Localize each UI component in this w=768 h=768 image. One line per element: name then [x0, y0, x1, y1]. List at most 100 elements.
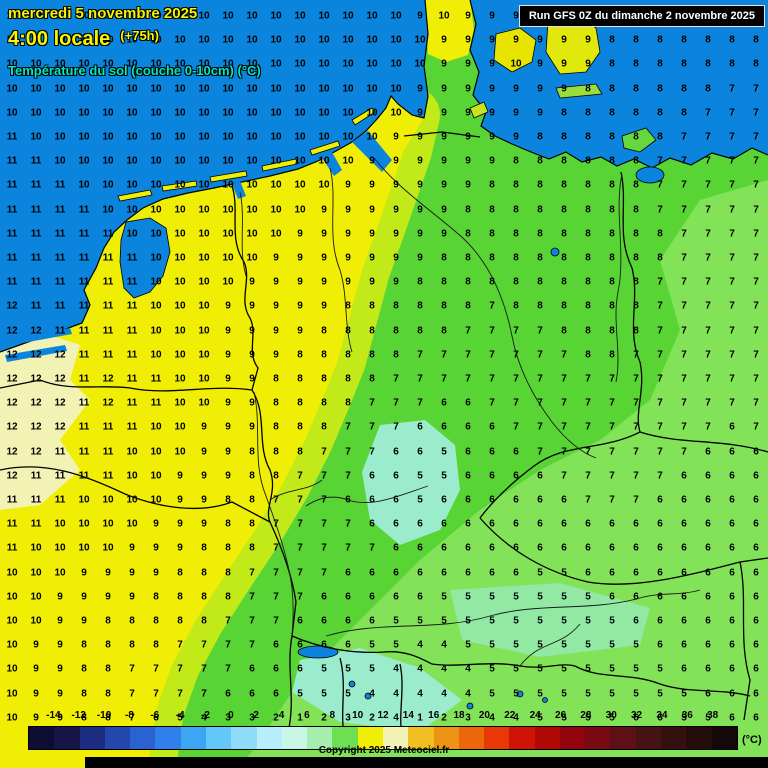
legend-cell [205, 727, 232, 749]
temp-value: 6 [441, 542, 447, 554]
temp-value: 8 [369, 373, 375, 385]
temp-value: 4 [201, 712, 207, 724]
temp-value: 5 [513, 663, 519, 675]
temp-value: 10 [6, 34, 18, 46]
legend-tick-label: -12 [71, 710, 86, 721]
temp-value: 9 [441, 34, 447, 46]
temp-value: 6 [513, 446, 519, 458]
temp-value: 8 [297, 373, 303, 385]
temp-value: 5 [465, 615, 471, 627]
temp-value: 4 [441, 688, 447, 700]
temp-value: 8 [585, 155, 591, 167]
temp-value: 9 [249, 276, 255, 288]
temp-value: 7 [585, 421, 591, 433]
temp-value: 7 [681, 446, 687, 458]
temp-value: 10 [174, 107, 186, 119]
temp-value: 11 [78, 300, 90, 312]
temp-value: 10 [78, 34, 90, 46]
temp-value: 10 [318, 131, 330, 143]
temp-value: 5 [705, 712, 711, 724]
temp-value: 10 [246, 179, 258, 191]
temp-value: 8 [657, 252, 663, 264]
legend-tick-label: 16 [428, 710, 440, 721]
temp-value: 7 [465, 349, 471, 361]
temp-value: 8 [81, 712, 87, 724]
temp-value: 9 [321, 204, 327, 216]
temp-value: 7 [609, 446, 615, 458]
legend-tick-label: 12 [377, 710, 389, 721]
temp-value: 11 [102, 325, 114, 337]
temp-value: 7 [345, 542, 351, 554]
temp-value: 5 [681, 712, 687, 724]
temp-value: 8 [369, 349, 375, 361]
temp-value: 10 [174, 83, 186, 95]
temp-value: 7 [273, 518, 279, 530]
temp-value: 6 [273, 663, 279, 675]
temp-value: 6 [249, 663, 255, 675]
temp-value: 7 [657, 446, 663, 458]
legend-cell [155, 727, 181, 749]
temp-value: 10 [174, 155, 186, 167]
temp-value: 8 [273, 446, 279, 458]
legend-tick-label: 28 [580, 710, 592, 721]
temp-value: 7 [561, 421, 567, 433]
temp-value: 11 [102, 421, 114, 433]
temp-value: 8 [585, 349, 591, 361]
temp-value: 9 [417, 107, 423, 119]
temp-value: 10 [150, 446, 162, 458]
temp-value: 9 [489, 131, 495, 143]
temp-value: 10 [174, 131, 186, 143]
temp-value: 7 [729, 252, 735, 264]
temp-value: 8 [513, 204, 519, 216]
temp-value: 8 [537, 300, 543, 312]
temp-value: 7 [753, 252, 759, 264]
temp-value: 7 [417, 397, 423, 409]
temp-value: 6 [489, 421, 495, 433]
temp-value: 8 [513, 276, 519, 288]
temp-value: 3 [465, 712, 471, 724]
temp-value: 8 [489, 204, 495, 216]
temp-value: 11 [6, 494, 18, 506]
temp-value: 5 [561, 712, 567, 724]
temp-value: 6 [465, 397, 471, 409]
temp-value: 6 [465, 494, 471, 506]
temp-value: 7 [729, 179, 735, 191]
temp-value: 7 [633, 446, 639, 458]
legend-tick-label: 4 [278, 710, 285, 721]
temp-value: 6 [657, 542, 663, 554]
temp-value: 5 [489, 591, 495, 603]
temp-value: 6 [753, 712, 759, 724]
temp-value: 7 [513, 373, 519, 385]
temp-value: 7 [681, 228, 687, 240]
temp-value: 8 [225, 591, 231, 603]
temp-value: 6 [417, 542, 423, 554]
temp-value: 9 [177, 494, 183, 506]
temp-value: 7 [153, 663, 159, 675]
country-borders [0, 131, 768, 745]
legend-tick-label: 0 [228, 710, 234, 721]
temp-value: 9 [441, 204, 447, 216]
temp-value: 7 [177, 639, 183, 651]
temp-value: 6 [729, 542, 735, 554]
temp-value: 12 [30, 421, 42, 433]
temp-value: 10 [174, 349, 186, 361]
temp-value: 10 [318, 58, 330, 70]
temp-value: 8 [657, 83, 663, 95]
temp-value: 11 [30, 276, 42, 288]
temp-value: 7 [465, 325, 471, 337]
temp-value: 7 [345, 518, 351, 530]
temp-value: 8 [201, 567, 207, 579]
temp-value: 9 [345, 276, 351, 288]
temp-value: 7 [657, 373, 663, 385]
temp-value: 5 [465, 639, 471, 651]
temp-value: 8 [585, 179, 591, 191]
legend-tick-label: 14 [402, 710, 414, 721]
temp-value: 7 [681, 349, 687, 361]
temp-value: 6 [273, 639, 279, 651]
temp-value: 7 [657, 204, 663, 216]
temp-value: 10 [198, 276, 210, 288]
temp-value: 6 [441, 518, 447, 530]
temp-value: 8 [441, 252, 447, 264]
